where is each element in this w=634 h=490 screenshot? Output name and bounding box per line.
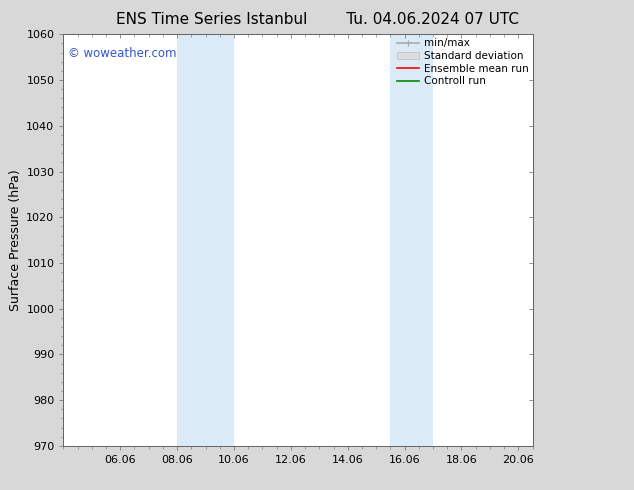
Bar <box>177 34 234 446</box>
Legend: min/max, Standard deviation, Ensemble mean run, Controll run: min/max, Standard deviation, Ensemble me… <box>394 36 531 88</box>
Text: ENS Time Series Istanbul        Tu. 04.06.2024 07 UTC: ENS Time Series Istanbul Tu. 04.06.2024 … <box>115 12 519 27</box>
Text: © woweather.com: © woweather.com <box>68 47 177 60</box>
Y-axis label: Surface Pressure (hPa): Surface Pressure (hPa) <box>9 169 22 311</box>
Bar <box>391 34 433 446</box>
